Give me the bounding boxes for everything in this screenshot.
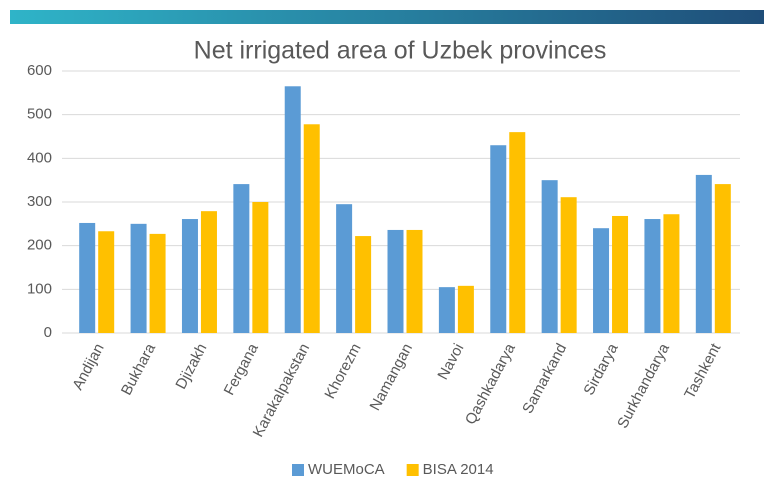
x-tick-label: Karakalpakstan bbox=[250, 341, 314, 440]
legend-swatch bbox=[406, 464, 419, 476]
x-tick-label: Fergana bbox=[221, 340, 263, 398]
legend-swatch bbox=[292, 464, 304, 476]
bar bbox=[438, 287, 455, 333]
x-tick-label: Bukhara bbox=[118, 340, 160, 398]
x-tick-label: Navoi bbox=[434, 341, 467, 383]
bar bbox=[303, 124, 320, 333]
bar bbox=[457, 285, 474, 333]
x-tick-label: Samarkand bbox=[519, 341, 570, 417]
y-tick-label: 200 bbox=[27, 237, 52, 254]
legend-label: WUEMoCA bbox=[308, 461, 385, 478]
x-tick-label: Khorezm bbox=[321, 341, 364, 402]
bar bbox=[355, 236, 372, 333]
bar bbox=[284, 86, 301, 334]
bar bbox=[79, 222, 96, 333]
y-tick-label: 300 bbox=[27, 193, 52, 210]
x-tick-label: Namangan bbox=[367, 341, 416, 414]
y-tick-label: 400 bbox=[27, 149, 52, 166]
x-tick-label: Tashkent bbox=[681, 340, 725, 402]
legend-label: BISA 2014 bbox=[423, 461, 494, 478]
header-bar bbox=[10, 10, 764, 24]
bar bbox=[252, 202, 269, 333]
bar bbox=[98, 231, 115, 333]
bar bbox=[130, 223, 147, 333]
bar bbox=[181, 219, 198, 333]
bar bbox=[387, 229, 404, 333]
chart-title: Net irrigated area of Uzbek provinces bbox=[194, 37, 607, 65]
bar bbox=[695, 174, 712, 333]
x-tick-label: Djizakh bbox=[172, 341, 210, 392]
y-tick-label: 600 bbox=[27, 62, 52, 79]
y-tick-label: 500 bbox=[27, 106, 52, 123]
bar bbox=[509, 132, 526, 333]
bar bbox=[336, 204, 353, 333]
x-tick-label: Qashkadarya bbox=[462, 340, 519, 427]
bar bbox=[612, 215, 629, 333]
bar bbox=[233, 184, 250, 333]
bar bbox=[406, 229, 423, 333]
bar bbox=[644, 219, 661, 333]
x-tick-label: Surkhandarya bbox=[614, 340, 673, 431]
bar bbox=[490, 145, 507, 333]
x-tick-label: Andijan bbox=[69, 341, 108, 393]
bar bbox=[149, 233, 166, 333]
bar bbox=[593, 228, 610, 333]
y-tick-label: 100 bbox=[27, 280, 52, 297]
bar bbox=[560, 197, 577, 333]
y-tick-label: 0 bbox=[44, 324, 52, 341]
bar bbox=[541, 180, 558, 333]
bar bbox=[200, 211, 217, 333]
x-tick-label: Sirdarya bbox=[580, 340, 622, 398]
bar bbox=[714, 184, 731, 333]
bar bbox=[663, 214, 680, 333]
